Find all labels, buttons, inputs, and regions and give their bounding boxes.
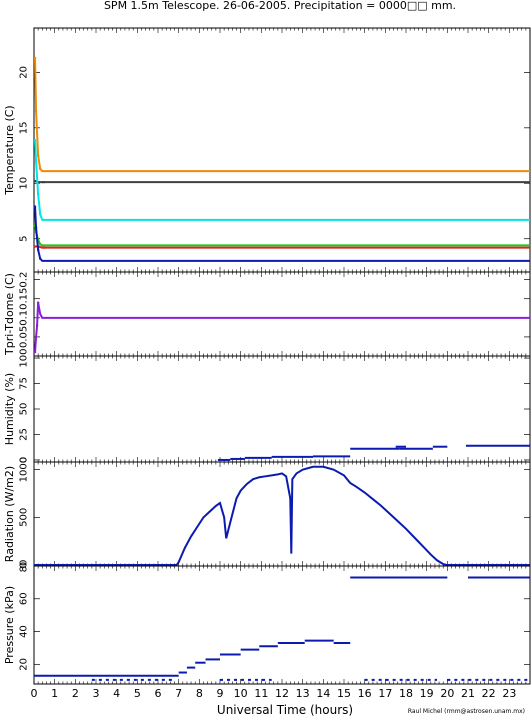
- x-tick-label: 2: [72, 687, 79, 700]
- x-tick-label: 9: [217, 687, 224, 700]
- y-tick-label: 5: [19, 236, 30, 242]
- series-point-orange: [36, 154, 40, 157]
- y-tick-label: 50: [19, 403, 30, 416]
- y-axis-label: Temperature (C): [3, 105, 16, 195]
- series-point-orange: [39, 167, 42, 171]
- series-point-cyan: [34, 159, 38, 163]
- y-axis-label: Radiation (W/m2): [3, 466, 16, 562]
- y-tick-label: 20: [19, 658, 30, 671]
- panel-frame: [33, 565, 531, 685]
- x-tick-label: 16: [358, 687, 372, 700]
- panel-frame: [33, 355, 531, 463]
- series-point-dark: [43, 180, 46, 184]
- panel-1: 5 10 15 20 Temperature (C): [3, 27, 531, 273]
- series-point-red: [41, 246, 44, 249]
- y-axis-label: Humidity (%): [3, 373, 16, 445]
- y-tick-label: 60: [19, 592, 30, 605]
- x-axis-label: Universal Time (hours): [217, 703, 353, 717]
- x-tick-label: 21: [461, 687, 475, 700]
- y-tick-label: 75: [19, 377, 30, 390]
- series-point-red: [43, 246, 46, 249]
- y-tick-label: 25: [19, 428, 30, 441]
- chart-title: SPM 1.5m Telescope. 26-06-2005. Precipit…: [104, 0, 456, 12]
- series-point-purple: [35, 324, 39, 327]
- y-tick-label: 0: [19, 457, 30, 463]
- series-line-orange: [34, 57, 530, 173]
- series-line-cyan: [34, 139, 530, 221]
- y-tick-label: 40: [19, 625, 30, 638]
- series-point-orange: [34, 109, 38, 113]
- series-point-blue: [39, 257, 42, 260]
- x-tick-label: 12: [275, 687, 289, 700]
- x-tick-label: 8: [196, 687, 203, 700]
- x-tick-label: 7: [175, 687, 182, 700]
- x-tick-label: 20: [440, 687, 454, 700]
- y-tick-label: 100: [19, 348, 30, 367]
- series-point-cyan: [39, 213, 42, 216]
- series-line-purple: [34, 302, 530, 353]
- x-tick-label: 13: [296, 687, 310, 700]
- series-point-green: [39, 243, 42, 246]
- series-point-blue: [34, 226, 38, 229]
- y-tick-label: 1000: [19, 457, 30, 482]
- y-tick-label: 20: [19, 66, 30, 79]
- series-point-purple: [34, 335, 38, 339]
- series-point-red: [33, 245, 37, 248]
- x-tick-label: 10: [234, 687, 248, 700]
- y-tick-label: 0.1: [19, 310, 30, 326]
- panel-frame: [33, 27, 531, 273]
- y-tick-label: 500: [19, 508, 30, 527]
- series-line-dark: [34, 180, 530, 184]
- y-tick-label: 80: [19, 560, 30, 573]
- credit-text: Raul Michel (rmm@astrosen.unam.mx): [408, 708, 525, 715]
- y-tick-label: 15: [18, 121, 29, 134]
- y-tick-label: 0.05: [19, 326, 30, 348]
- radiation-line: [34, 465, 530, 567]
- series-point-dark: [41, 180, 44, 184]
- panel-frame: [33, 461, 531, 567]
- x-tick-label: 1: [51, 687, 58, 700]
- series-line-red: [35, 245, 530, 249]
- x-tick-label: 3: [93, 687, 100, 700]
- y-axis-label: Tpri-Tdome (C): [3, 273, 16, 356]
- series-point-cyan: [33, 138, 37, 142]
- x-tick-label: 19: [420, 687, 434, 700]
- x-tick-label: 23: [502, 687, 516, 700]
- x-tick-label: 17: [378, 687, 392, 700]
- x-tick-label: 11: [254, 687, 268, 700]
- y-tick-label: 0.15: [19, 288, 30, 310]
- x-tick-label: 18: [399, 687, 413, 700]
- series-point-blue: [33, 205, 37, 208]
- panel-frame: [33, 271, 531, 357]
- x-tick-labels: 0 1 2 3 4 5 6 7 8 9 10 11 12 13 14 15 16 17 18 19 20 21 22 23: [31, 687, 517, 700]
- series-line-blue: [34, 206, 530, 262]
- series-point-purple: [33, 350, 37, 354]
- x-tick-label: 22: [482, 687, 496, 700]
- y-tick-label: 10: [19, 177, 30, 190]
- series-line-green: [34, 225, 530, 247]
- series-point-purple: [36, 301, 40, 304]
- x-tick-label: 15: [337, 687, 351, 700]
- series-point-dark: [33, 179, 37, 183]
- y-tick-label: 0.2: [19, 272, 30, 288]
- x-tick-label: 4: [113, 687, 120, 700]
- x-tick-label: 0: [31, 687, 38, 700]
- x-tick-label: 14: [316, 687, 330, 700]
- x-tick-label: 5: [134, 687, 141, 700]
- series-point-cyan: [36, 193, 40, 196]
- series-point-orange: [33, 56, 37, 60]
- series-point-blue: [36, 248, 40, 252]
- y-tick-label: 0: [19, 562, 30, 568]
- y-axis-label: Pressure (kPa): [3, 586, 16, 664]
- x-tick-label: 6: [155, 687, 162, 700]
